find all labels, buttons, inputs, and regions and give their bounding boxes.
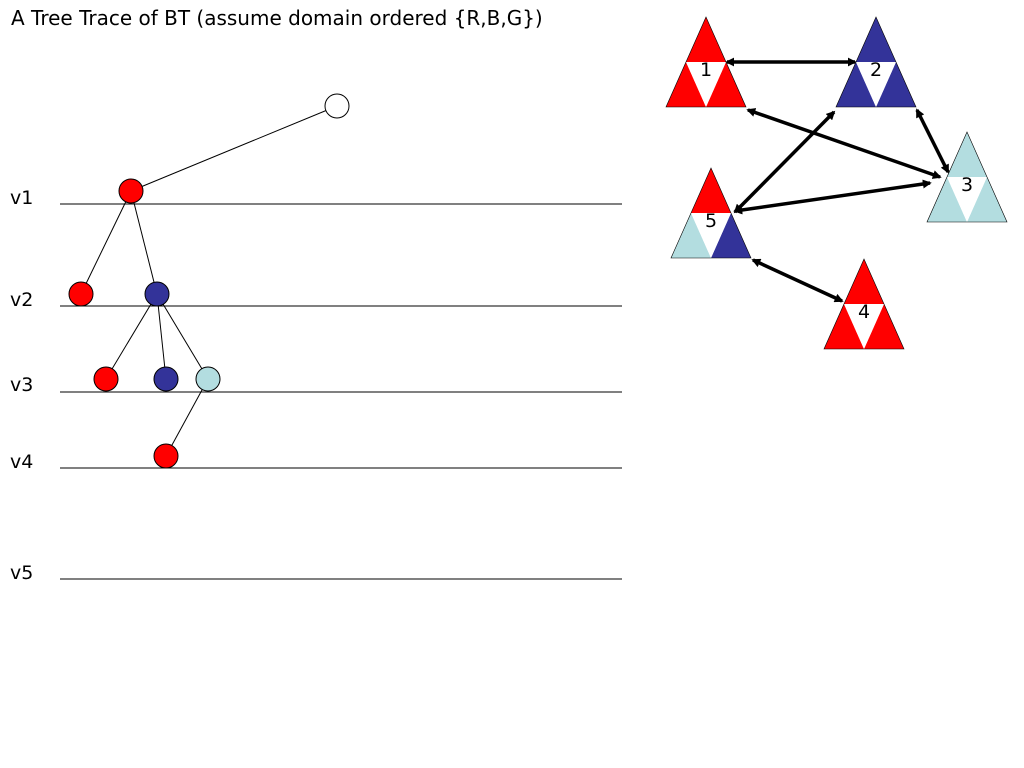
graph-node-5: 5: [670, 167, 752, 259]
graph-node-2-top-cell: [856, 17, 896, 62]
graph-edge-3-5: [733, 179, 932, 215]
level-label-v3: v3: [10, 374, 34, 396]
tree-edge-v3-G-v4-R: [165, 378, 209, 457]
graph-node-2-outline: [835, 16, 917, 108]
graph-node-1-outline: [665, 16, 747, 108]
graph-node-3: 3: [926, 131, 1008, 223]
level-label-v5: v5: [10, 562, 34, 584]
tree-node-root: [324, 93, 350, 119]
tree-node-v3-B: [153, 366, 179, 392]
tree-node-v3-G: [195, 366, 221, 392]
graph-node-2: 2: [835, 16, 917, 108]
graph-node-5-center-cell: [691, 213, 731, 258]
tree-edge-v1-R-v2-B: [130, 190, 158, 295]
graph-edge-1-3: [746, 108, 942, 179]
tree-node-v2-B: [144, 281, 170, 307]
slide-title: A Tree Trace of BT (assume domain ordere…: [11, 6, 543, 30]
graph-node-4-left-cell: [824, 304, 864, 349]
graph-node-5-outline: [670, 167, 752, 259]
tree-node-v1-R: [118, 178, 144, 204]
graph-edge-2-3: [915, 108, 950, 174]
graph-node-5-right-cell: [711, 213, 751, 258]
graph-node-4-top-cell: [844, 259, 884, 304]
tree-node-v3-R: [93, 366, 119, 392]
tree-edge-root-v1-R: [130, 105, 338, 192]
graph-node-2-center-cell: [856, 62, 896, 107]
graph-node-3-outline: [926, 131, 1008, 223]
graph-node-1-right-cell: [706, 62, 746, 107]
graph-node-3-right-cell: [967, 177, 1007, 222]
graph-node-3-label: 3: [961, 174, 973, 196]
graph-node-1-top-cell: [686, 17, 726, 62]
graph-node-4-right-cell: [864, 304, 904, 349]
level-label-v2: v2: [10, 289, 34, 311]
graph-node-1: 1: [665, 16, 747, 108]
graph-node-3-center-cell: [947, 177, 987, 222]
tree-edge-v1-R-v2-R: [80, 190, 132, 295]
graph-node-4-label: 4: [858, 301, 870, 323]
graph-node-5-top-cell: [691, 168, 731, 213]
graph-node-2-label: 2: [870, 59, 882, 81]
graph-node-3-left-cell: [927, 177, 967, 222]
graph-node-1-label: 1: [700, 59, 712, 81]
graph-edge-5-4: [751, 258, 844, 303]
tree-edge-v2-B-v3-B: [156, 293, 167, 380]
tree-node-v4-R: [153, 443, 179, 469]
graph-node-1-left-cell: [666, 62, 706, 107]
tree-node-v2-R: [68, 281, 94, 307]
graph-node-2-left-cell: [836, 62, 876, 107]
graph-node-5-left-cell: [671, 213, 711, 258]
graph-edge-2-5: [733, 110, 836, 214]
graph-node-2-right-cell: [876, 62, 916, 107]
tree-edge-v2-B-v3-G: [156, 293, 209, 380]
graph-node-4-center-cell: [844, 304, 884, 349]
graph-node-4-outline: [823, 258, 905, 350]
graph-node-4: 4: [823, 258, 905, 350]
level-label-v1: v1: [10, 187, 34, 209]
level-label-v4: v4: [10, 451, 34, 473]
graph-node-1-center-cell: [686, 62, 726, 107]
tree-edge-v2-B-v3-R: [105, 293, 158, 380]
graph-node-3-top-cell: [947, 132, 987, 177]
graph-node-5-label: 5: [705, 210, 717, 232]
